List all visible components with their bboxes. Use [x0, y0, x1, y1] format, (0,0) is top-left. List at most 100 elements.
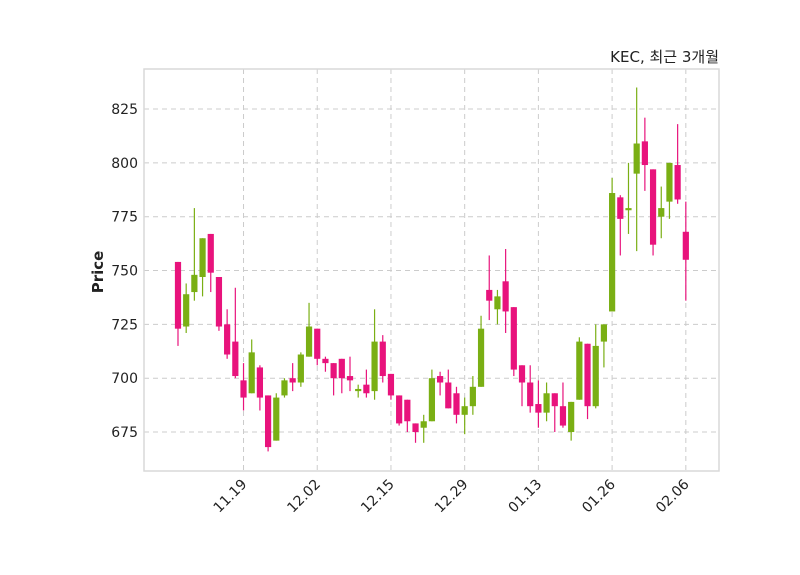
candle-body [666, 162, 673, 202]
x-tick-label: 11.19 [211, 477, 251, 517]
candle [232, 287, 239, 379]
candle-body [396, 395, 403, 424]
candle-body [518, 365, 526, 383]
x-tick-labels: 11.19 12.02 12.15 12.29 01.13 01.26 02.06 [211, 476, 693, 516]
candle [633, 87, 640, 252]
candle [305, 302, 313, 357]
candle [256, 365, 264, 411]
plot-frame [143, 68, 720, 472]
candle [609, 177, 616, 312]
candle-body [682, 231, 689, 260]
x-tick-label: 12.15 [358, 477, 398, 517]
candle [437, 371, 444, 396]
candle-body [199, 238, 206, 277]
candle-body [649, 169, 657, 245]
candle [215, 276, 223, 331]
candle-body [510, 307, 517, 370]
candle-body [256, 367, 264, 398]
candle [264, 395, 272, 452]
candle [543, 382, 550, 422]
x-tick-label: 12.29 [432, 477, 472, 517]
candle-body [207, 233, 214, 273]
candle-body [248, 352, 255, 394]
candle-body [224, 324, 231, 355]
candle [330, 363, 337, 396]
candle-body [469, 386, 476, 407]
candles [174, 87, 689, 452]
y-tick-label: 800 [111, 156, 138, 172]
candle-body [592, 345, 599, 407]
candle [625, 162, 632, 234]
candle-body [535, 404, 542, 413]
candle [363, 369, 370, 398]
candle-body [625, 208, 632, 211]
candle [404, 399, 411, 433]
candle-body [183, 294, 190, 327]
candle-body [576, 341, 583, 400]
candle [494, 289, 501, 325]
candle [355, 384, 362, 398]
x-tick-label: 02.06 [653, 476, 693, 516]
candle [289, 363, 296, 392]
candle-body [363, 384, 370, 394]
candle [682, 201, 689, 301]
candle-body [191, 274, 198, 293]
y-tick-label: 675 [111, 425, 138, 441]
candle-body [486, 289, 493, 301]
candle [527, 365, 534, 413]
candle [322, 356, 329, 372]
candle-body [551, 393, 558, 407]
candle-body [600, 324, 608, 342]
candle-body [232, 341, 239, 377]
candle [592, 324, 599, 409]
candle-body [174, 261, 182, 329]
candle [338, 358, 345, 394]
candle [224, 309, 231, 359]
candle-body [674, 165, 681, 200]
candle [346, 356, 354, 392]
candle-body [297, 354, 304, 383]
candle [641, 117, 648, 191]
candle-body [404, 399, 411, 422]
candle-body [617, 197, 624, 219]
candle [568, 401, 575, 441]
x-tick-label: 01.13 [506, 477, 546, 517]
candle-body [355, 388, 362, 392]
candle [412, 423, 419, 443]
candle-body [420, 421, 427, 428]
candle-body [609, 193, 616, 312]
candle-body [437, 376, 444, 383]
candle-body [215, 276, 223, 327]
candle-body [240, 380, 247, 398]
y-tick-label: 700 [111, 371, 138, 387]
candle-body [314, 328, 321, 359]
x-tick-label: 12.02 [284, 477, 324, 517]
candle [314, 328, 321, 366]
candle-body [502, 281, 509, 312]
candle [281, 378, 288, 398]
candle-body [289, 378, 296, 383]
candle [174, 261, 182, 346]
candle [191, 208, 198, 301]
candle [396, 395, 403, 426]
candle-body [322, 358, 329, 364]
candle [240, 363, 247, 411]
candle [469, 376, 476, 415]
candle [477, 315, 485, 387]
candle [183, 283, 190, 333]
candle-body [330, 363, 337, 379]
y-axis-label: Price [89, 251, 107, 294]
candle [674, 124, 681, 204]
candle [461, 397, 468, 435]
y-tick-label: 725 [111, 317, 138, 333]
candle [666, 162, 673, 219]
candle [379, 335, 386, 383]
candle-body [305, 326, 313, 357]
candle-body [641, 141, 648, 166]
candle [502, 249, 509, 333]
candle-body [461, 406, 468, 415]
candle-body [281, 380, 288, 396]
y-tick-label: 750 [111, 264, 138, 280]
candle [551, 393, 558, 433]
candle [445, 369, 452, 409]
